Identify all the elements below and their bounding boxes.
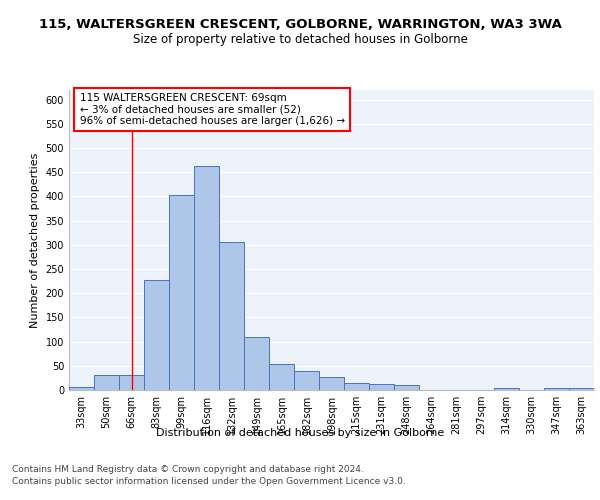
Bar xyxy=(94,376,119,390)
Bar xyxy=(69,386,94,390)
Bar xyxy=(144,280,169,390)
Text: Distribution of detached houses by size in Golborne: Distribution of detached houses by size … xyxy=(156,428,444,438)
Y-axis label: Number of detached properties: Number of detached properties xyxy=(30,152,40,328)
Bar xyxy=(194,166,219,390)
Text: 115 WALTERSGREEN CRESCENT: 69sqm
← 3% of detached houses are smaller (52)
96% of: 115 WALTERSGREEN CRESCENT: 69sqm ← 3% of… xyxy=(79,93,344,126)
Text: Size of property relative to detached houses in Golborne: Size of property relative to detached ho… xyxy=(133,32,467,46)
Bar xyxy=(369,384,394,390)
Text: Contains public sector information licensed under the Open Government Licence v3: Contains public sector information licen… xyxy=(12,478,406,486)
Bar xyxy=(344,382,369,390)
Bar xyxy=(119,376,144,390)
Bar xyxy=(569,388,594,390)
Bar xyxy=(319,377,344,390)
Bar xyxy=(544,388,569,390)
Bar xyxy=(494,388,519,390)
Bar xyxy=(294,370,319,390)
Bar xyxy=(394,385,419,390)
Text: Contains HM Land Registry data © Crown copyright and database right 2024.: Contains HM Land Registry data © Crown c… xyxy=(12,465,364,474)
Text: 115, WALTERSGREEN CRESCENT, GOLBORNE, WARRINGTON, WA3 3WA: 115, WALTERSGREEN CRESCENT, GOLBORNE, WA… xyxy=(38,18,562,30)
Bar xyxy=(219,242,244,390)
Bar xyxy=(169,196,194,390)
Bar xyxy=(269,364,294,390)
Bar xyxy=(244,337,269,390)
